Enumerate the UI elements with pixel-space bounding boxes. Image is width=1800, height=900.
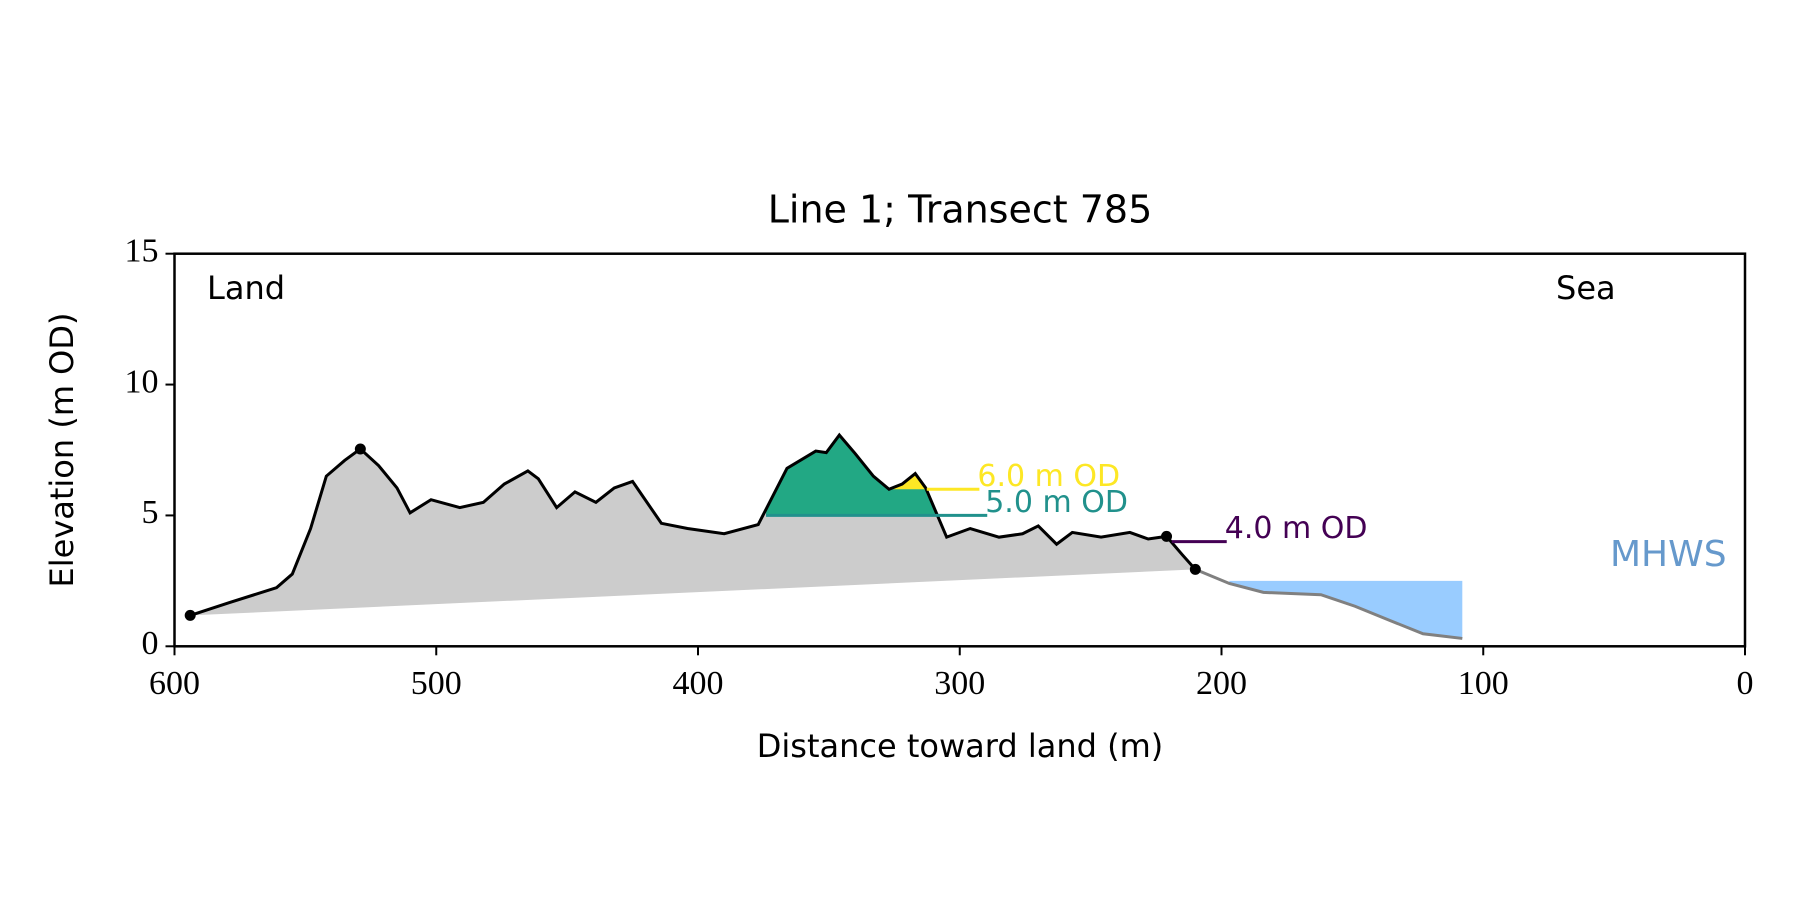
sea-profile [1194, 567, 1463, 640]
marker [1161, 530, 1173, 542]
level-label: 5.0 m OD [985, 485, 1128, 520]
marker [354, 443, 366, 455]
chart-title: Line 1; Transect 785 [768, 188, 1153, 232]
sea-label: Sea [1556, 269, 1616, 307]
y-tick-label: 5 [142, 494, 159, 531]
y-axis-label: Elevation (m OD) [43, 313, 81, 588]
y-tick-label: 10 [125, 363, 159, 400]
land-label: Land [207, 269, 285, 307]
land-area [190, 435, 1196, 616]
flood-fill [889, 435, 926, 490]
level-label: 6.0 m OD [977, 459, 1120, 494]
level-label: 4.0 m OD [1225, 511, 1368, 546]
x-tick-label: 600 [149, 665, 200, 702]
x-axis-label: Distance toward land (m) [757, 727, 1163, 765]
x-tick-label: 100 [1458, 665, 1509, 702]
y-tick-label: 0 [142, 625, 159, 662]
marker [1189, 563, 1201, 575]
x-tick-label: 200 [1196, 665, 1247, 702]
x-tick-label: 500 [411, 665, 462, 702]
land-profile [189, 432, 1197, 617]
x-tick-label: 0 [1737, 665, 1754, 702]
marker [184, 609, 196, 621]
mhws-fill [1229, 580, 1463, 639]
plot [184, 432, 1463, 640]
x-tick-label: 400 [673, 665, 724, 702]
mhws-label: MHWS [1610, 534, 1727, 575]
x-tick-label: 300 [934, 665, 985, 702]
flood-fill [766, 435, 947, 516]
y-tick-label: 15 [125, 232, 159, 269]
